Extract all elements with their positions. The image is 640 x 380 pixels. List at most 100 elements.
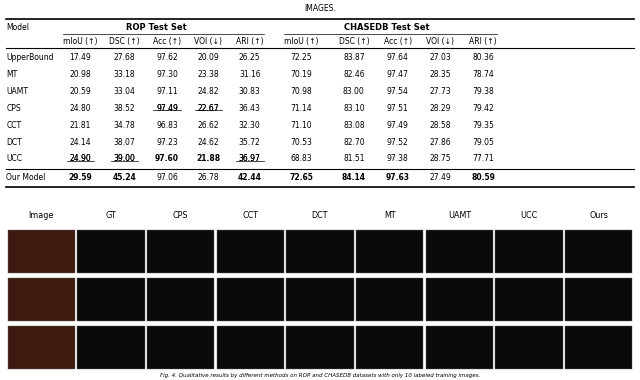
Text: Fig. 4. Qualitative results by different methods on ROP and CHASEDB datasets wit: Fig. 4. Qualitative results by different… [160, 373, 480, 378]
Bar [8, 230, 75, 273]
Text: 79.05: 79.05 [472, 138, 494, 147]
Text: DCT: DCT [6, 138, 22, 147]
Text: mIoU (↑): mIoU (↑) [284, 36, 319, 46]
Text: 97.38: 97.38 [387, 155, 409, 163]
Bar [147, 278, 214, 321]
Text: 79.35: 79.35 [472, 120, 494, 130]
Text: mIoU (↑): mIoU (↑) [63, 36, 98, 46]
Text: 28.29: 28.29 [429, 104, 451, 112]
Text: 97.52: 97.52 [387, 138, 409, 147]
Text: MT: MT [6, 70, 18, 79]
Text: IMAGES.: IMAGES. [304, 4, 336, 13]
Text: 21.88: 21.88 [196, 155, 220, 163]
Text: UpperBound: UpperBound [6, 53, 54, 62]
Text: 27.49: 27.49 [429, 174, 451, 182]
Bar [147, 230, 214, 273]
Text: 97.62: 97.62 [156, 53, 178, 62]
Text: ROP Test Set: ROP Test Set [126, 23, 187, 32]
Text: Model: Model [6, 23, 29, 32]
Text: 84.14: 84.14 [342, 174, 366, 182]
Text: 80.59: 80.59 [471, 174, 495, 182]
Text: VOI (↓): VOI (↓) [195, 36, 222, 46]
Text: 79.38: 79.38 [472, 87, 494, 96]
Text: 28.58: 28.58 [429, 120, 451, 130]
Bar [217, 278, 284, 321]
Text: MT: MT [384, 211, 396, 220]
Bar [426, 230, 493, 273]
Text: CCT: CCT [243, 211, 259, 220]
Text: 36.97: 36.97 [239, 155, 260, 163]
Text: CCT: CCT [6, 120, 22, 130]
Bar [426, 326, 493, 369]
Text: 27.73: 27.73 [429, 87, 451, 96]
Text: 97.49: 97.49 [156, 104, 178, 112]
Text: 31.16: 31.16 [239, 70, 260, 79]
Text: 22.67: 22.67 [198, 104, 219, 112]
Text: 20.09: 20.09 [198, 53, 220, 62]
Bar [8, 278, 75, 321]
Text: 83.00: 83.00 [343, 87, 365, 96]
Text: 80.36: 80.36 [472, 53, 494, 62]
Text: 77.71: 77.71 [472, 155, 494, 163]
Text: 71.14: 71.14 [291, 104, 312, 112]
Text: UAMT: UAMT [6, 87, 28, 96]
Text: 45.24: 45.24 [113, 174, 136, 182]
Text: CPS: CPS [173, 211, 188, 220]
Text: 82.46: 82.46 [343, 70, 365, 79]
Bar [287, 278, 353, 321]
Text: 20.98: 20.98 [70, 70, 92, 79]
Text: 70.98: 70.98 [291, 87, 312, 96]
Text: 21.81: 21.81 [70, 120, 91, 130]
Text: 24.14: 24.14 [70, 138, 92, 147]
Text: 38.52: 38.52 [113, 104, 135, 112]
Text: VOI (↓): VOI (↓) [426, 36, 454, 46]
Text: 22.67: 22.67 [198, 104, 219, 112]
Text: 33.18: 33.18 [113, 70, 135, 79]
Text: 97.49: 97.49 [156, 104, 178, 112]
Text: ARI (↑): ARI (↑) [236, 36, 264, 46]
Text: ARI (↑): ARI (↑) [469, 36, 497, 46]
Text: 39.00: 39.00 [113, 155, 135, 163]
Bar [217, 326, 284, 369]
Text: 20.59: 20.59 [70, 87, 92, 96]
Bar [495, 230, 563, 273]
Text: 71.10: 71.10 [291, 120, 312, 130]
Text: 36.97: 36.97 [239, 155, 260, 163]
Text: 29.59: 29.59 [68, 174, 92, 182]
Text: 97.47: 97.47 [387, 70, 409, 79]
Text: 70.19: 70.19 [291, 70, 312, 79]
Text: DSC (↑): DSC (↑) [339, 36, 369, 46]
Text: 78.74: 78.74 [472, 70, 494, 79]
Text: 33.04: 33.04 [113, 87, 135, 96]
Text: 97.23: 97.23 [156, 138, 178, 147]
Text: DSC (↑): DSC (↑) [109, 36, 140, 46]
Text: 68.83: 68.83 [291, 155, 312, 163]
Text: Image: Image [29, 211, 54, 220]
Text: 24.80: 24.80 [70, 104, 92, 112]
Bar [495, 326, 563, 369]
Text: 83.10: 83.10 [343, 104, 365, 112]
Bar [77, 230, 145, 273]
Bar [8, 326, 75, 369]
Bar [426, 278, 493, 321]
Bar [287, 326, 353, 369]
Text: 42.44: 42.44 [238, 174, 262, 182]
Text: 17.49: 17.49 [70, 53, 92, 62]
Text: Ours: Ours [589, 211, 608, 220]
Text: 35.72: 35.72 [239, 138, 260, 147]
Text: 97.51: 97.51 [387, 104, 409, 112]
Text: Acc (↑): Acc (↑) [153, 36, 181, 46]
Text: 81.51: 81.51 [343, 155, 365, 163]
Text: 97.54: 97.54 [387, 87, 409, 96]
Text: 39.00: 39.00 [113, 155, 135, 163]
Text: CPS: CPS [6, 104, 21, 112]
Text: 28.35: 28.35 [429, 70, 451, 79]
Text: UCC: UCC [6, 155, 22, 163]
Text: 26.25: 26.25 [239, 53, 260, 62]
Text: 79.42: 79.42 [472, 104, 494, 112]
Text: 97.06: 97.06 [156, 174, 178, 182]
Bar [565, 326, 632, 369]
Text: 72.25: 72.25 [291, 53, 312, 62]
Text: 97.11: 97.11 [156, 87, 178, 96]
Text: 83.87: 83.87 [343, 53, 365, 62]
